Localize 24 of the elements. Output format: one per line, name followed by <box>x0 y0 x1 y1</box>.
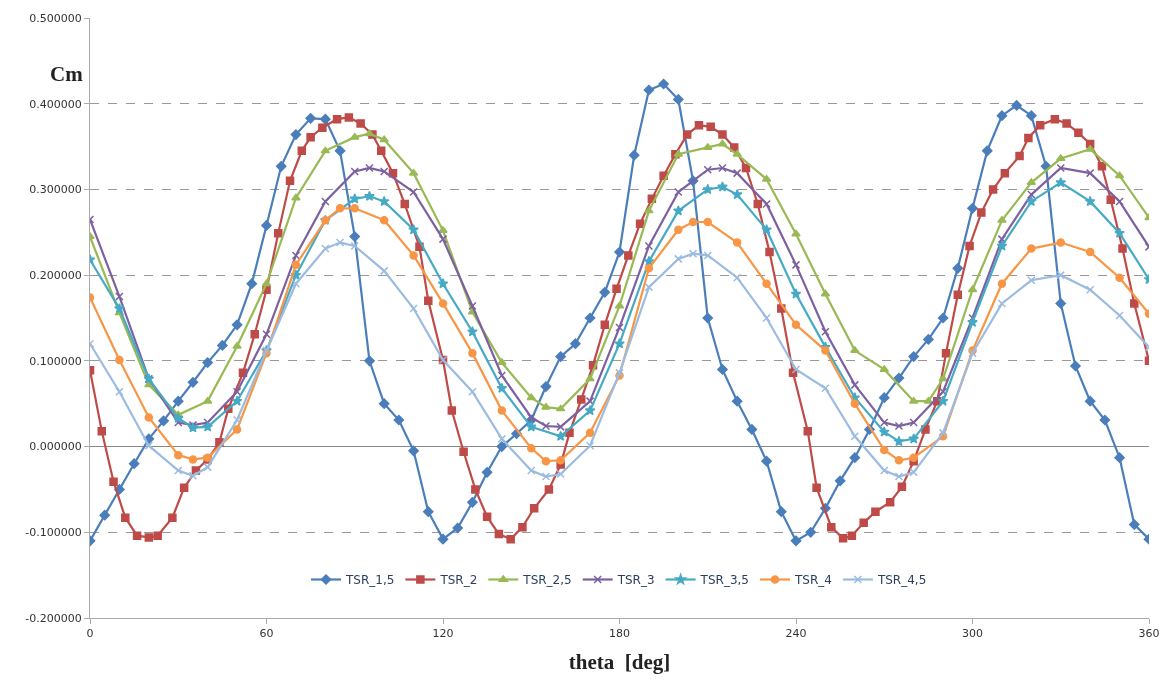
y-tick-label: 0.400000 <box>29 97 82 111</box>
x-axis-title: theta [deg] <box>568 650 671 675</box>
legend-label: TSR_2 <box>439 573 478 588</box>
legend-label: TSR_1,5 <box>345 573 395 588</box>
legend-label: TSR_3 <box>616 573 655 588</box>
legend-label: TSR_3,5 <box>699 573 749 588</box>
y-tick-label: -0.200000 <box>25 611 82 625</box>
legend-label: TSR_2,5 <box>522 573 572 588</box>
x-tick-label: 60 <box>259 627 274 641</box>
y-tick-label: -0.100000 <box>25 526 82 540</box>
legend-label: TSR_4 <box>793 573 832 588</box>
y-tick-label: 0.500000 <box>29 11 82 25</box>
y-tick-label: 0.200000 <box>29 268 82 282</box>
y-tick-label: 0.300000 <box>29 183 82 197</box>
x-tick-label: 300 <box>962 627 983 641</box>
legend-label: TSR_4,5 <box>876 573 927 588</box>
x-tick-label: 0 <box>86 627 94 641</box>
y-axis-title: Cm <box>50 62 84 86</box>
y-tick-label: 0.100000 <box>29 354 82 368</box>
x-tick-label: 180 <box>609 627 630 641</box>
y-tick-label: 0.000000 <box>29 440 82 454</box>
x-tick-label: 240 <box>785 627 807 641</box>
x-tick-label: 360 <box>1138 627 1160 641</box>
x-tick-label: 120 <box>432 627 454 641</box>
